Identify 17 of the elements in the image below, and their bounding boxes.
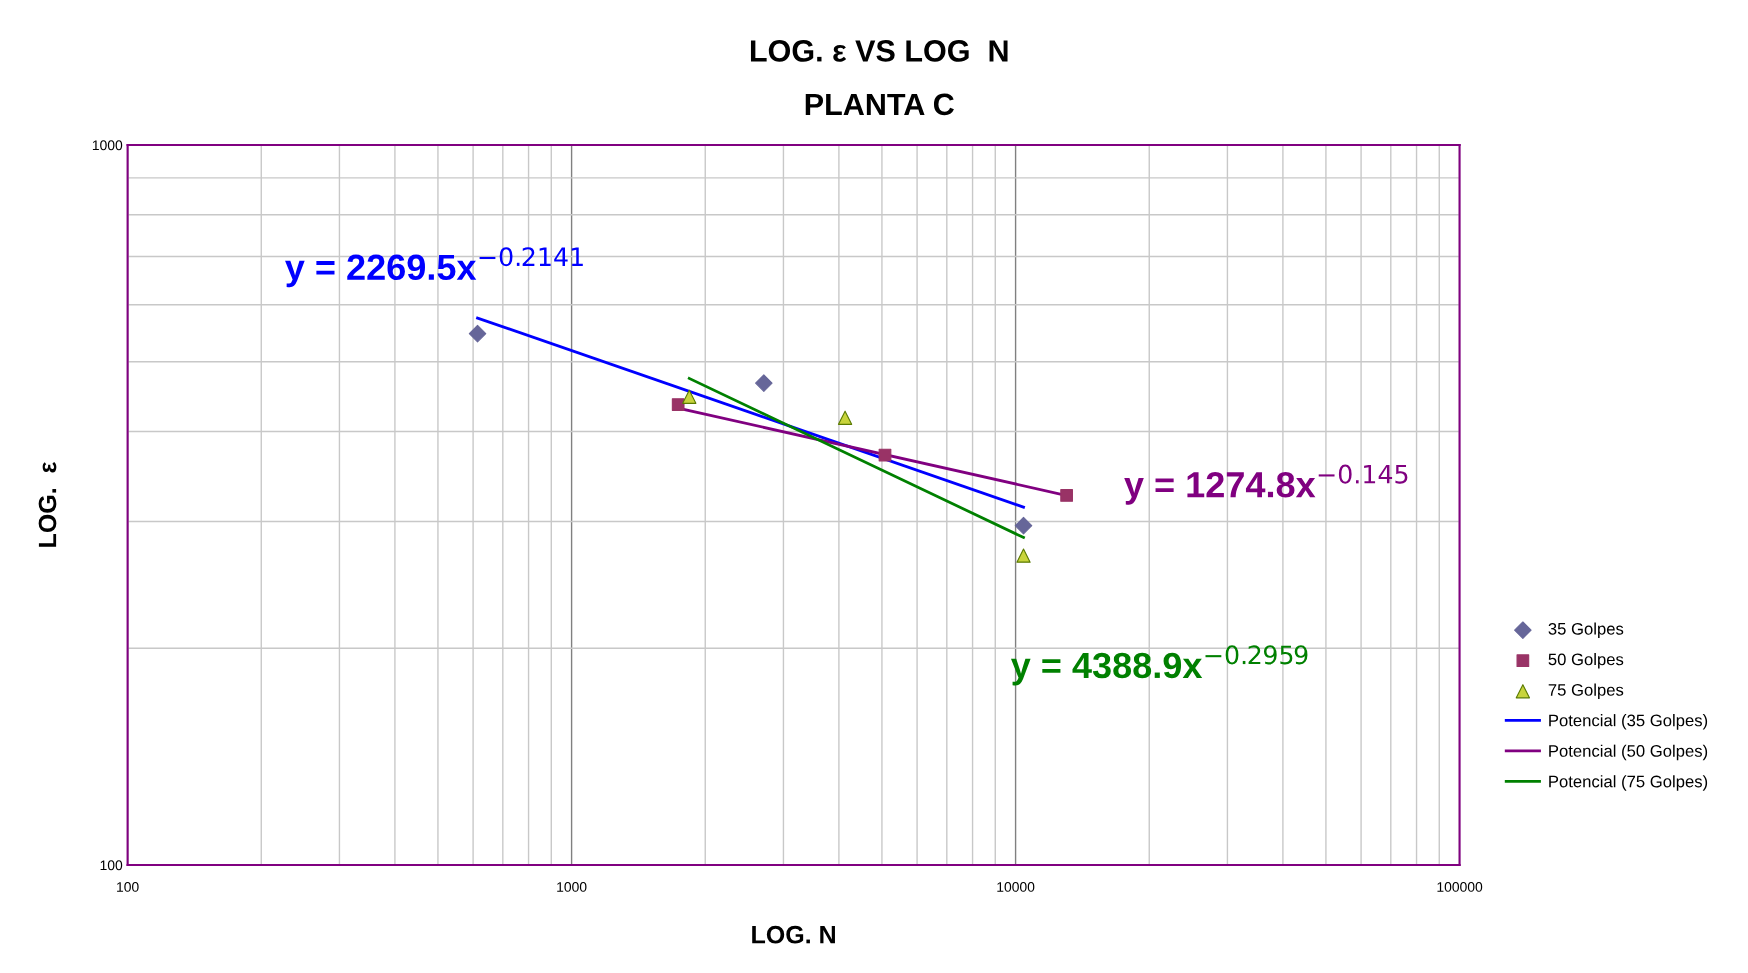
x-tick-label: 100 bbox=[117, 882, 139, 892]
chart-title: LOG. ε VS LOG N bbox=[750, 40, 1008, 62]
legend-label: 50 Golpes bbox=[1548, 653, 1624, 669]
legend-label: 35 Golpes bbox=[1548, 622, 1624, 639]
legend-label: 75 Golpes bbox=[1548, 683, 1624, 700]
legend-label: Potencial (35 Golpes) bbox=[1549, 714, 1708, 730]
annotation: y = 1274.8x$^{−0.145}$ bbox=[1124, 464, 1408, 505]
x-tick-label: 100000 bbox=[1437, 882, 1483, 892]
x-tick-label: 1000 bbox=[557, 882, 587, 892]
legend-label: Potencial (75 Golpes) bbox=[1549, 775, 1708, 791]
x-axis-title: LOG. N bbox=[752, 925, 835, 944]
annotation: y = 4388.9x$^{−0.2959}$ bbox=[1010, 645, 1308, 686]
annotation: y = 2269.5x$^{−0.2141}$ bbox=[285, 247, 583, 288]
x-tick-label: 10000 bbox=[997, 882, 1035, 892]
chart-subtitle: PLANTA C bbox=[805, 93, 954, 116]
y-axis-title: LOG. ε bbox=[38, 461, 57, 547]
legend-label: Potencial (50 Golpes) bbox=[1549, 744, 1708, 761]
